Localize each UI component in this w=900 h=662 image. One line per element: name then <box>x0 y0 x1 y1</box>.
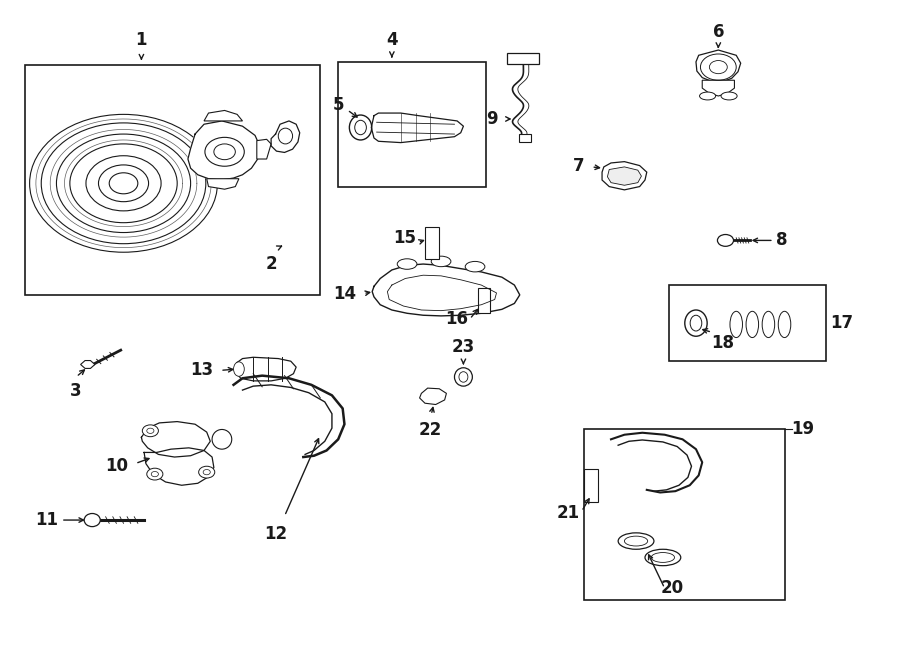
Polygon shape <box>235 357 296 381</box>
Polygon shape <box>602 162 647 190</box>
Ellipse shape <box>730 311 742 338</box>
Text: 5: 5 <box>333 95 345 113</box>
Ellipse shape <box>465 261 485 272</box>
Ellipse shape <box>746 311 759 338</box>
Polygon shape <box>608 167 642 185</box>
Bar <box>669 285 825 361</box>
Polygon shape <box>144 448 214 485</box>
Text: 14: 14 <box>333 285 356 303</box>
Polygon shape <box>702 80 734 96</box>
Circle shape <box>142 425 158 437</box>
Polygon shape <box>372 113 464 142</box>
Bar <box>25 65 320 295</box>
Text: 18: 18 <box>711 334 734 352</box>
Text: 17: 17 <box>830 314 853 332</box>
Polygon shape <box>188 121 260 180</box>
Text: 9: 9 <box>486 110 498 128</box>
Bar <box>425 227 439 259</box>
Ellipse shape <box>278 128 293 144</box>
Text: 12: 12 <box>264 526 287 544</box>
Polygon shape <box>519 134 530 142</box>
Text: 8: 8 <box>777 232 788 250</box>
Text: 1: 1 <box>136 30 148 49</box>
Bar <box>584 430 786 600</box>
Ellipse shape <box>397 259 417 269</box>
Text: 23: 23 <box>452 338 475 356</box>
Ellipse shape <box>721 92 737 100</box>
Text: 10: 10 <box>105 457 128 475</box>
Bar <box>338 62 486 187</box>
Text: 15: 15 <box>393 229 416 247</box>
Ellipse shape <box>699 92 716 100</box>
Circle shape <box>199 466 215 478</box>
Polygon shape <box>141 422 211 457</box>
Text: 11: 11 <box>35 511 58 529</box>
Ellipse shape <box>431 256 451 267</box>
Ellipse shape <box>717 234 734 246</box>
Text: 16: 16 <box>445 310 468 328</box>
Polygon shape <box>508 53 539 64</box>
Polygon shape <box>81 361 94 369</box>
Circle shape <box>147 468 163 480</box>
Ellipse shape <box>349 115 372 140</box>
Text: 7: 7 <box>572 157 584 175</box>
Text: 2: 2 <box>266 255 277 273</box>
Ellipse shape <box>778 311 791 338</box>
Ellipse shape <box>645 549 680 565</box>
Ellipse shape <box>618 533 654 549</box>
Text: 20: 20 <box>661 579 683 597</box>
Ellipse shape <box>85 514 100 526</box>
Text: 3: 3 <box>70 381 82 400</box>
Text: 19: 19 <box>792 420 814 438</box>
Ellipse shape <box>212 430 232 449</box>
Circle shape <box>205 137 244 166</box>
Text: 13: 13 <box>190 361 213 379</box>
Ellipse shape <box>454 368 472 386</box>
Polygon shape <box>271 121 300 152</box>
Text: 4: 4 <box>386 30 398 49</box>
Polygon shape <box>204 111 242 121</box>
Polygon shape <box>696 50 741 81</box>
Text: 21: 21 <box>556 504 580 522</box>
Ellipse shape <box>685 310 707 336</box>
Polygon shape <box>256 139 271 159</box>
Bar <box>584 469 598 502</box>
Polygon shape <box>207 179 238 189</box>
Ellipse shape <box>233 362 244 376</box>
Ellipse shape <box>762 311 775 338</box>
Polygon shape <box>419 388 446 404</box>
Text: 6: 6 <box>713 23 725 41</box>
Text: 22: 22 <box>418 421 442 439</box>
Bar <box>478 288 491 312</box>
Polygon shape <box>373 264 520 316</box>
